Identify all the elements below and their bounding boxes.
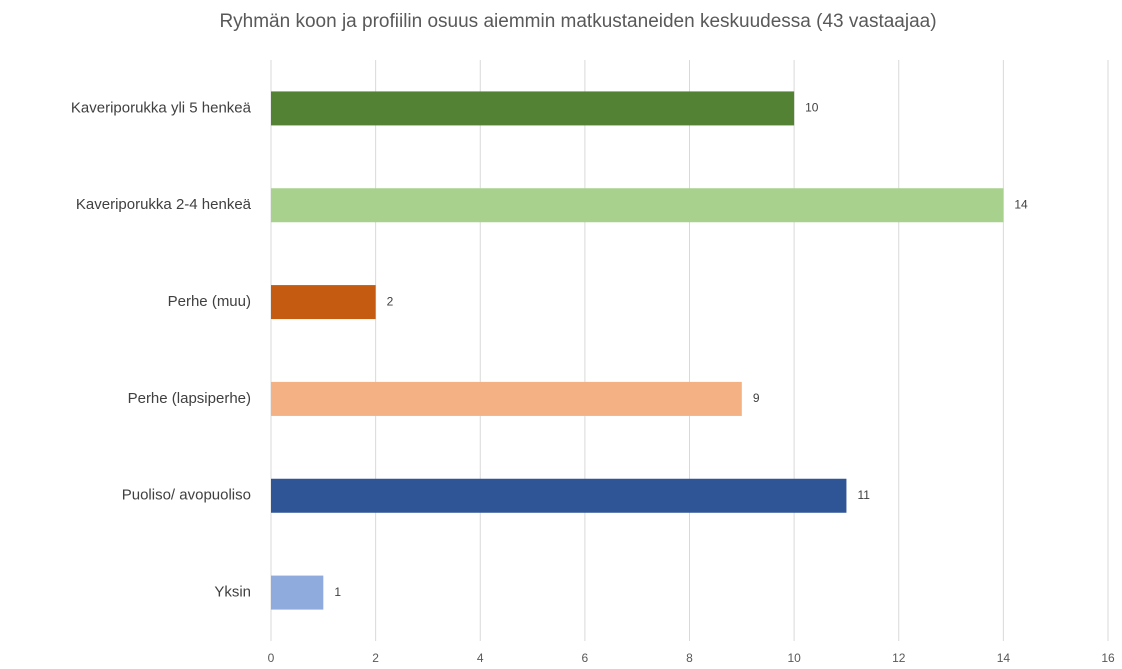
data-label: 2	[387, 294, 394, 308]
y-tick-label: Kaveriporukka 2-4 henkeä	[76, 196, 252, 213]
bar	[271, 285, 376, 320]
x-tick-label: 2	[372, 651, 379, 665]
chart-title: Ryhmän koon ja profiilin osuus aiemmin m…	[219, 11, 936, 32]
x-tick-label: 10	[787, 651, 801, 665]
bar	[271, 91, 795, 126]
data-label: 10	[805, 101, 819, 115]
data-label: 14	[1014, 197, 1028, 211]
x-tick-label: 8	[686, 651, 693, 665]
y-tick-label: Kaveriporukka yli 5 henkeä	[71, 99, 252, 116]
y-tick-label: Perhe (muu)	[168, 293, 251, 310]
data-label: 9	[753, 391, 760, 405]
x-tick-label: 0	[268, 651, 275, 665]
x-tick-label: 14	[997, 651, 1011, 665]
data-label: 11	[857, 488, 870, 502]
data-label: 1	[334, 585, 341, 599]
bar	[271, 478, 847, 513]
y-tick-label: Puoliso/ avopuoliso	[122, 487, 251, 504]
x-tick-label: 16	[1101, 651, 1115, 665]
y-tick-label: Yksin	[214, 584, 251, 601]
x-tick-label: 4	[477, 651, 484, 665]
bar	[271, 188, 1004, 223]
bar	[271, 575, 324, 610]
x-tick-label: 12	[892, 651, 906, 665]
y-tick-label: Perhe (lapsiperhe)	[128, 390, 251, 407]
x-tick-label: 6	[582, 651, 589, 665]
bar	[271, 381, 742, 416]
